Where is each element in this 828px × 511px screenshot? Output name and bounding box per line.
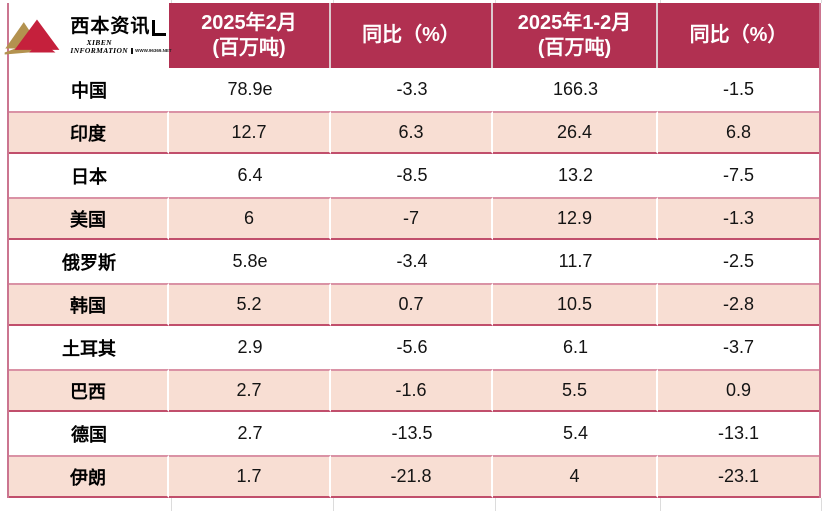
cell-janfeb-yoy: 6.8 [658,111,819,154]
table-row: 巴西 2.7 -1.6 5.5 0.9 [9,369,819,412]
cell-janfeb-output: 11.7 [558,251,593,271]
cell-country: 韩国 [9,283,169,326]
top-gridline-strip [0,0,828,3]
cell-feb-yoy: 6.3 [331,111,493,154]
table-body: 中国 78.9e -3.3 166.3 -1.5 印度 12.7 6.3 26.… [9,68,819,498]
cell-feb-yoy: -7 [331,197,493,240]
cell-janfeb-output: 12.9 [493,197,658,240]
cell-country: 德国 [71,424,107,445]
cell-janfeb-yoy: -1.3 [658,197,819,240]
cell-janfeb-yoy: -2.8 [658,283,819,326]
cell-feb-output: 5.8e [232,251,268,271]
cell-janfeb-output: 5.4 [562,423,589,443]
brand-site-url: WWW.96369.NET [131,47,172,54]
cell-feb-yoy: -3.4 [396,251,428,271]
col-header-line1: 同比（%） [689,24,788,46]
brand-name-cn: 西本资讯 [70,16,167,37]
cell-feb-output: 12.7 [169,111,331,154]
cell-feb-yoy: -13.5 [391,423,433,443]
table-row: 韩国 5.2 0.7 10.5 -2.8 [9,283,819,326]
cell-janfeb-yoy: -7.5 [722,165,755,185]
gridline [495,0,496,3]
cell-janfeb-yoy: -13.1 [717,423,760,443]
cell-feb-output: 6 [169,197,331,240]
col-header-line2: (百万吨) [212,36,286,59]
cell-country: 印度 [9,111,169,154]
cell-country: 日本 [71,166,107,187]
table-row: 印度 12.7 6.3 26.4 6.8 [9,111,819,154]
cell-janfeb-output: 5.5 [493,369,658,412]
col-header-line2: (百万吨) [537,36,612,59]
brand-name-en: XIBEN INFORMATION [70,38,129,55]
col-header-line1: 2025年2月 [201,11,297,34]
gridline [660,0,661,3]
gridline [333,498,334,511]
col-header-janfeb: 2025年1-2月 (百万吨) [493,3,658,68]
cell-feb-output: 1.7 [169,455,331,498]
xiben-mountains-icon [5,19,60,54]
cell-feb-yoy: 0.7 [331,283,493,326]
cell-country: 俄罗斯 [62,252,116,273]
cell-feb-output: 2.9 [237,337,263,357]
brand-cn-text: 西本资讯 [70,16,151,37]
cell-janfeb-output: 10.5 [493,283,658,326]
cell-feb-yoy: -21.8 [331,455,493,498]
cell-janfeb-yoy: -23.1 [658,455,819,498]
col-header-line1: 2025年1-2月 [517,11,632,34]
cell-janfeb-yoy: 0.9 [658,369,819,412]
gridline [821,0,822,3]
cell-janfeb-output: 26.4 [493,111,658,154]
brand-stroke-icon [152,20,167,36]
table-row: 伊朗 1.7 -21.8 4 -23.1 [9,455,819,498]
cell-janfeb-yoy: -1.5 [722,79,755,99]
gridline [821,498,822,511]
table-header: 西本资讯 XIBEN INFORMATION WWW.96369.NET 202… [5,3,819,68]
cell-country: 巴西 [9,369,169,412]
cell-janfeb-output: 13.2 [557,165,594,185]
cell-feb-yoy: -5.6 [396,337,428,357]
xiben-logo: 西本资讯 XIBEN INFORMATION WWW.96369.NET [5,3,172,68]
crude-steel-production-table: 西本资讯 XIBEN INFORMATION WWW.96369.NET 202… [5,3,821,498]
gridline [171,0,172,3]
cell-feb-output: 2.7 [169,369,331,412]
table-row: 俄罗斯 5.8e -3.4 11.7 -2.5 [9,240,819,283]
col-header-feb-yoy: 同比（%） [331,3,493,68]
table-row: 土耳其 2.9 -5.6 6.1 -3.7 [9,326,819,369]
table-row: 日本 6.4 -8.5 13.2 -7.5 [9,154,819,197]
cell-janfeb-yoy: -3.7 [722,337,755,357]
cell-feb-yoy: -1.6 [331,369,493,412]
logo-cell: 西本资讯 XIBEN INFORMATION WWW.96369.NET [5,3,172,68]
cell-feb-yoy: -8.5 [396,165,428,185]
col-header-feb: 2025年2月 (百万吨) [169,3,331,68]
cell-janfeb-output: 166.3 [552,79,599,99]
table-row: 中国 78.9e -3.3 166.3 -1.5 [9,68,819,111]
col-header-janfeb-yoy: 同比（%） [658,3,819,68]
cell-country: 美国 [9,197,169,240]
gridline [660,498,661,511]
cell-feb-output: 5.2 [169,283,331,326]
cell-feb-output: 6.4 [237,165,263,185]
col-header-line1: 同比（%） [362,24,460,46]
gridline [333,0,334,3]
cell-janfeb-yoy: -2.5 [722,251,755,271]
cell-janfeb-output: 6.1 [562,337,589,357]
gridline [171,498,172,511]
gridline [495,498,496,511]
cell-country: 伊朗 [9,455,169,498]
cell-feb-yoy: -3.3 [396,79,428,99]
bottom-gridline-strip [0,498,828,511]
cell-country: 土耳其 [62,338,116,359]
header-row: 西本资讯 XIBEN INFORMATION WWW.96369.NET 202… [5,3,819,68]
cell-feb-output: 2.7 [237,423,263,443]
cell-country: 中国 [71,80,107,101]
cell-janfeb-output: 4 [493,455,658,498]
table-row: 德国 2.7 -13.5 5.4 -13.1 [9,412,819,455]
table-row: 美国 6 -7 12.9 -1.3 [9,197,819,240]
cell-feb-output: 78.9e [227,79,273,99]
